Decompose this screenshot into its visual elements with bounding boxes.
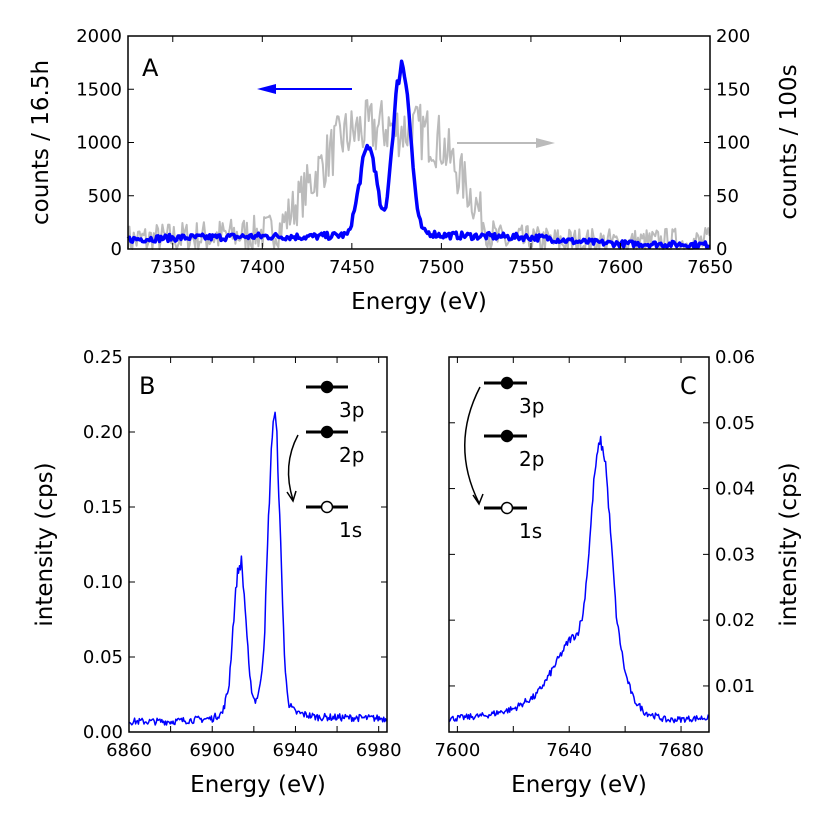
x-tick-label: 7680	[658, 740, 704, 761]
y-axis-label: intensity (cps)	[32, 462, 58, 626]
y-tick-label: 1000	[76, 133, 122, 154]
x-tick-label: 7450	[329, 257, 375, 278]
y-right-axis-label: counts / 100s	[776, 64, 802, 219]
panel-b: 6860 6900 6940 6980 0.00 0.05 0.10 0.15 0.20 0.25…	[32, 347, 402, 798]
y-right-tick-label: 0	[716, 239, 727, 260]
y-tick-label: 2000	[76, 26, 122, 47]
x-tick-label: 6860	[106, 740, 152, 761]
plot-frame	[448, 356, 710, 733]
panel-label: A	[142, 54, 159, 82]
x-tick-label: 7600	[434, 740, 480, 761]
filled-electron-icon	[320, 425, 334, 439]
y-axis-label: counts / 16.5h	[28, 60, 54, 225]
x-axis-label: Energy (eV)	[351, 289, 487, 315]
series-line	[448, 435, 710, 724]
series-blue-line	[126, 59, 711, 250]
left-arrow-head-icon	[257, 84, 276, 94]
level-label: 2p	[339, 443, 364, 467]
x-tick-label: 7500	[418, 257, 464, 278]
level-label: 1s	[339, 518, 362, 542]
y-axis-label: intensity (cps)	[776, 462, 802, 626]
x-tick-label: 6980	[356, 740, 402, 761]
y-tick-label: 0.15	[83, 497, 123, 518]
right-arrow-head-icon	[536, 138, 555, 148]
filled-electron-icon	[500, 376, 514, 390]
y-right-tick-label: 50	[716, 186, 739, 207]
filled-electron-icon	[500, 429, 514, 443]
x-tick-label: 7600	[598, 257, 644, 278]
transition-arrow	[464, 386, 484, 506]
y-tick-label: 0.00	[83, 722, 123, 743]
panel-a: 7350 7400 7450 7500 7550 7600 7650050010001500…	[28, 26, 802, 315]
panel-label: C	[680, 372, 697, 400]
x-tick-label: 7400	[239, 257, 285, 278]
y-tick-label: 0.02	[715, 610, 755, 631]
y-tick-label: 1500	[76, 79, 122, 100]
series-gray-line	[127, 99, 711, 250]
y-tick-label: 0.06	[715, 347, 755, 368]
y-tick-label: 0.10	[83, 572, 123, 593]
y-right-tick-label: 150	[716, 79, 750, 100]
y-tick-label: 0.25	[83, 347, 123, 368]
x-tick-label: 7650	[687, 257, 733, 278]
series-line	[128, 411, 388, 726]
transition-arrow	[286, 434, 299, 503]
x-axis-label: Energy (eV)	[190, 772, 326, 798]
level-label: 1s	[519, 519, 542, 543]
y-tick-label: 500	[88, 186, 122, 207]
panel-label: B	[139, 372, 155, 400]
x-tick-label: 7640	[546, 740, 592, 761]
y-tick-label: 0.04	[715, 479, 755, 500]
y-tick-label: 0.01	[715, 676, 755, 697]
hole-icon	[320, 500, 334, 514]
x-tick-label: 7550	[508, 257, 554, 278]
x-tick-label: 7350	[150, 257, 196, 278]
y-tick-label: 0.03	[715, 544, 755, 565]
x-tick-label: 6900	[189, 740, 235, 761]
panel-c: 7600 7640 7680 0.01 0.02 0.03 0.04 0.05 0.06 Ener…	[434, 347, 802, 798]
level-label: 3p	[519, 394, 544, 418]
hole-icon	[500, 501, 514, 515]
plot-frame	[128, 356, 388, 733]
y-right-tick-label: 200	[716, 26, 750, 47]
level-label: 3p	[339, 398, 364, 422]
level-label: 2p	[519, 447, 544, 471]
y-tick-label: 0	[111, 239, 122, 260]
y-right-tick-label: 100	[716, 133, 750, 154]
y-tick-label: 0.05	[715, 413, 755, 434]
x-axis-label: Energy (eV)	[511, 772, 647, 798]
y-tick-label: 0.20	[83, 422, 123, 443]
x-tick-label: 6940	[273, 740, 319, 761]
y-tick-label: 0.05	[83, 647, 123, 668]
filled-electron-icon	[320, 380, 334, 394]
